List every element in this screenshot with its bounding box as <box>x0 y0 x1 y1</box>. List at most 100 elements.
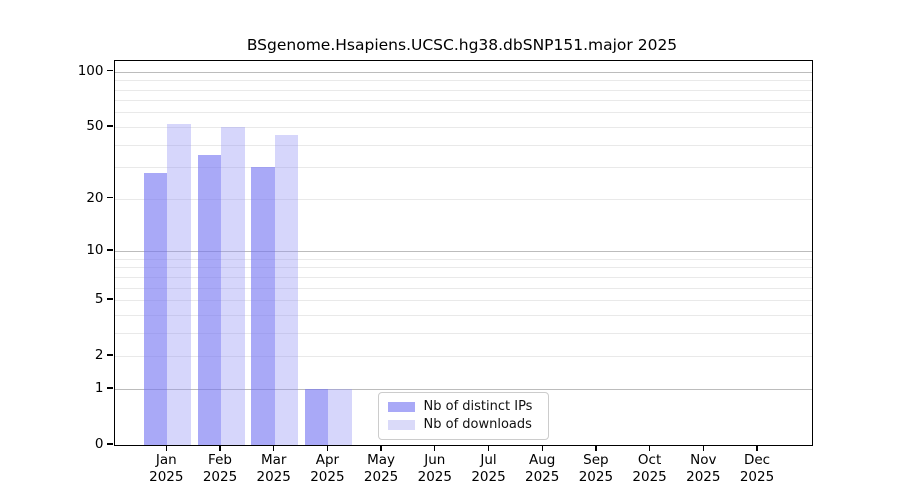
x-tick-year: 2025 <box>417 468 452 485</box>
x-tick-month: Oct <box>637 452 662 468</box>
x-tick <box>487 445 490 451</box>
chart-title: BSgenome.Hsapiens.UCSC.hg38.dbSNP151.maj… <box>246 36 678 54</box>
legend: Nb of distinct IPs Nb of downloads <box>377 391 549 440</box>
gridline-minor <box>114 356 812 358</box>
gridline-minor <box>114 80 812 82</box>
y-tick <box>106 70 113 72</box>
x-tick <box>541 445 543 451</box>
x-tick-month: Aug <box>529 452 556 468</box>
legend-swatch-distinct-ips-icon <box>387 401 415 412</box>
y-tick-label: 10 <box>86 242 104 259</box>
x-tick-month: Apr <box>315 452 340 468</box>
legend-item-downloads: Nb of downloads <box>387 417 548 432</box>
x-tick-label-nov: Nov 2025 <box>672 452 734 485</box>
y-tick-label: 5 <box>94 291 104 308</box>
bar-downloads-apr <box>328 388 352 445</box>
gridline-minor <box>114 126 812 128</box>
gridline-minor <box>114 258 812 260</box>
x-tick <box>702 445 704 451</box>
y-tick <box>106 443 113 445</box>
legend-item-distinct-ips: Nb of distinct IPs <box>387 399 548 414</box>
x-tick-label-dec: Dec 2025 <box>726 452 788 485</box>
x-tick <box>595 445 597 451</box>
x-tick <box>380 445 382 451</box>
x-tick-month: May <box>367 452 396 468</box>
gridline-minor <box>114 89 812 91</box>
y-tick-label: 100 <box>77 62 104 79</box>
x-tick-month: Feb <box>208 452 232 468</box>
y-tick <box>106 387 113 389</box>
legend-label-downloads: Nb of downloads <box>423 417 532 432</box>
x-tick-year: 2025 <box>256 468 291 485</box>
y-tick-label: 20 <box>86 189 104 206</box>
x-tick-year: 2025 <box>471 468 506 485</box>
gridline-minor <box>114 287 812 289</box>
x-tick-month: Jul <box>480 452 497 468</box>
x-tick-year: 2025 <box>686 468 721 485</box>
x-tick-label-oct: Oct 2025 <box>619 452 681 485</box>
x-tick-year: 2025 <box>525 468 560 485</box>
gridline-minor <box>114 100 812 102</box>
gridline-major <box>114 388 812 390</box>
bar-distinct-ips-mar <box>251 167 275 445</box>
y-tick <box>106 125 113 127</box>
bar-distinct-ips-apr <box>304 388 329 445</box>
bar-downloads-jan <box>167 123 191 445</box>
bar-downloads-mar <box>274 135 299 445</box>
x-tick <box>648 445 651 451</box>
x-tick-month: Nov <box>690 452 717 468</box>
legend-label-distinct-ips: Nb of distinct IPs <box>423 399 533 414</box>
x-tick-month: Mar <box>260 452 287 468</box>
x-tick-label-feb: Feb 2025 <box>189 452 251 485</box>
x-tick-label-sep: Sep 2025 <box>565 452 627 485</box>
gridline-minor <box>114 112 812 114</box>
x-tick <box>326 445 329 451</box>
y-tick-label: 50 <box>86 117 104 134</box>
bar-downloads-feb <box>221 126 245 445</box>
x-tick <box>165 445 167 451</box>
x-tick-label-may: May 2025 <box>350 452 412 485</box>
gridline-minor <box>114 167 812 169</box>
gridline-major <box>114 71 812 73</box>
gridline-minor <box>114 332 812 334</box>
x-tick <box>434 445 436 451</box>
bar-distinct-ips-jan <box>143 172 168 445</box>
y-tick-label: 1 <box>94 379 104 396</box>
x-tick <box>756 445 758 451</box>
y-tick-label: 0 <box>94 436 104 452</box>
x-tick-month: Jun <box>424 452 446 468</box>
bar-distinct-ips-feb <box>197 155 221 445</box>
plot-area: Nb of distinct IPs Nb of downloads <box>113 59 813 446</box>
x-tick-year: 2025 <box>202 468 238 485</box>
x-tick-label-mar: Mar 2025 <box>243 452 305 485</box>
x-tick-month: Jan <box>155 452 177 468</box>
y-tick <box>106 354 113 356</box>
gridline-minor <box>114 267 812 269</box>
legend-swatch-downloads-icon <box>387 419 415 430</box>
x-tick-label-aug: Aug 2025 <box>511 452 573 485</box>
gridline-minor <box>114 144 812 146</box>
x-tick-year: 2025 <box>578 468 614 485</box>
x-tick-label-apr: Apr 2025 <box>296 452 358 485</box>
x-tick-year: 2025 <box>632 468 667 485</box>
x-tick <box>273 445 275 451</box>
x-tick <box>219 445 221 451</box>
x-tick-year: 2025 <box>363 468 399 485</box>
y-tick <box>106 197 113 199</box>
gridline-minor <box>114 314 812 316</box>
gridline-minor <box>114 198 812 200</box>
x-tick-month: Dec <box>743 452 771 468</box>
x-tick-year: 2025 <box>310 468 345 485</box>
gridline-major <box>114 251 812 253</box>
x-tick-label-jul: Jul 2025 <box>458 452 520 485</box>
gridline-minor <box>114 276 812 278</box>
x-tick-label-jan: Jan 2025 <box>135 452 197 485</box>
x-tick-year: 2025 <box>739 468 775 485</box>
x-tick-month: Sep <box>583 452 609 468</box>
y-tick <box>106 298 113 300</box>
y-tick-label: 2 <box>94 347 104 364</box>
x-tick-label-jun: Jun 2025 <box>404 452 466 485</box>
x-tick-year: 2025 <box>149 468 184 485</box>
gridline-minor <box>114 300 812 302</box>
